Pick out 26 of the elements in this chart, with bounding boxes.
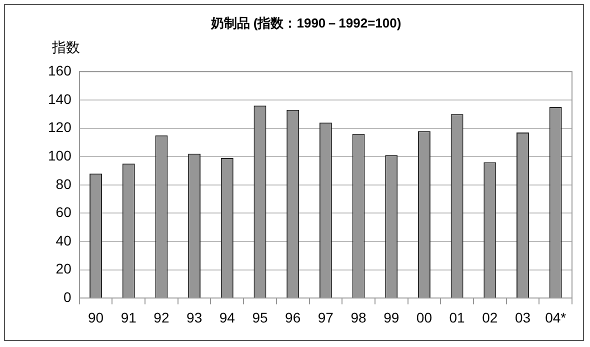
x-tick-label: 96 xyxy=(285,309,301,326)
x-tick-label: 97 xyxy=(318,309,334,326)
x-tick-label: 92 xyxy=(154,309,170,326)
y-tick-label: 100 xyxy=(48,147,72,164)
chart-title: 奶制品 (指数：1990－1992=100) xyxy=(210,15,402,30)
x-tick-label: 98 xyxy=(350,309,367,326)
x-tick-label: 99 xyxy=(384,309,400,326)
y-tick-label: 60 xyxy=(56,204,72,220)
x-tick-label: 90 xyxy=(88,309,104,326)
x-tick-label: 03 xyxy=(514,309,531,326)
x-tick-label: 02 xyxy=(482,309,498,326)
x-tick-label: 00 xyxy=(416,309,432,326)
x-tick-label: 04* xyxy=(545,309,567,326)
y-tick-label: 120 xyxy=(48,119,72,136)
y-tick-label: 140 xyxy=(48,90,72,107)
x-tick-label: 01 xyxy=(449,309,466,326)
y-axis-title: 指数 xyxy=(51,39,80,55)
x-tick-label: 94 xyxy=(219,309,236,326)
x-tick-label: 93 xyxy=(186,309,202,326)
y-tick-label: 40 xyxy=(56,232,72,248)
x-tick-label: 91 xyxy=(120,309,137,326)
y-tick-label: 20 xyxy=(56,260,72,277)
y-tick-label: 160 xyxy=(48,62,72,78)
y-tick-label: 80 xyxy=(56,176,72,192)
x-tick-label: 95 xyxy=(252,309,268,326)
y-tick-label: 0 xyxy=(64,289,72,306)
